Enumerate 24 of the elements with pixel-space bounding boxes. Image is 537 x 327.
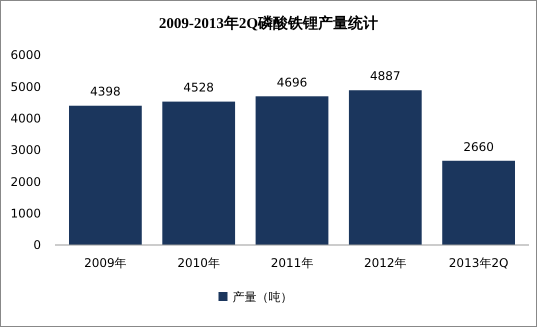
data-label: 4887: [370, 69, 401, 84]
data-label: 2660: [463, 140, 494, 154]
y-tick-label: 5000: [10, 80, 41, 94]
y-tick-label: 6000: [10, 48, 41, 62]
data-label: 4528: [183, 80, 214, 95]
data-label: 4696: [276, 75, 308, 90]
x-tick-label: 2012年: [364, 256, 407, 270]
x-tick-label: 2010年: [177, 256, 220, 270]
x-tick-label: 2013年2Q: [448, 256, 508, 270]
bar: [256, 96, 328, 245]
y-tick-label: 4000: [10, 112, 41, 126]
y-tick-label: 1000: [10, 206, 41, 221]
data-label: 4398: [90, 84, 121, 99]
x-tick-label: 2011年: [270, 256, 314, 270]
y-tick-label: 3000: [10, 143, 41, 158]
y-tick-label: 0: [33, 238, 41, 252]
bar: [442, 160, 516, 245]
x-tick-label: 2009年: [84, 256, 127, 270]
bar: [348, 90, 422, 245]
legend-label: 产量（吨）: [232, 290, 292, 304]
chart-title: 2009-2013年2Q磷酸铁锂产量统计: [158, 15, 378, 32]
bar: [68, 106, 142, 245]
bar: [162, 102, 236, 245]
y-tick-label: 2000: [10, 174, 41, 189]
